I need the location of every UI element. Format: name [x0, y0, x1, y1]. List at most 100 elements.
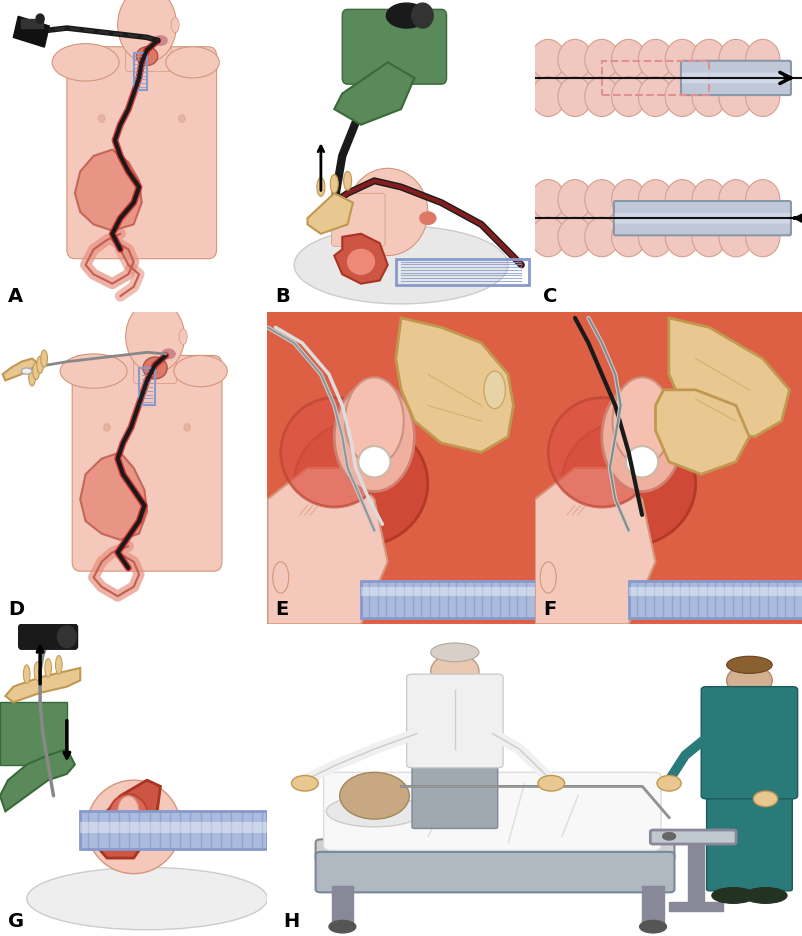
Circle shape: [745, 180, 779, 219]
Text: H: H: [283, 912, 299, 930]
Bar: [687, 836, 703, 905]
Ellipse shape: [294, 421, 427, 546]
Ellipse shape: [33, 362, 39, 380]
Ellipse shape: [419, 212, 435, 225]
Ellipse shape: [317, 178, 325, 197]
Circle shape: [528, 195, 568, 241]
Ellipse shape: [281, 398, 387, 507]
FancyBboxPatch shape: [406, 674, 502, 768]
Ellipse shape: [326, 796, 422, 826]
Ellipse shape: [55, 655, 62, 674]
Ellipse shape: [345, 377, 403, 465]
Ellipse shape: [87, 780, 180, 873]
Ellipse shape: [743, 887, 786, 903]
Ellipse shape: [386, 3, 426, 28]
Circle shape: [664, 217, 699, 256]
Circle shape: [718, 217, 752, 256]
Circle shape: [715, 195, 755, 241]
Circle shape: [745, 39, 779, 79]
Polygon shape: [307, 193, 353, 234]
Ellipse shape: [656, 776, 680, 791]
Polygon shape: [94, 780, 160, 858]
FancyBboxPatch shape: [315, 840, 674, 861]
Ellipse shape: [108, 794, 148, 841]
Ellipse shape: [726, 665, 772, 696]
Ellipse shape: [136, 47, 157, 66]
Ellipse shape: [60, 354, 127, 388]
Bar: [0, 702, 67, 765]
Circle shape: [411, 3, 432, 28]
Ellipse shape: [534, 507, 642, 617]
Circle shape: [611, 180, 645, 219]
Bar: [602, 61, 708, 95]
Text: G: G: [8, 912, 24, 930]
Circle shape: [530, 39, 565, 79]
Circle shape: [554, 195, 594, 241]
Ellipse shape: [118, 796, 139, 826]
Circle shape: [638, 217, 672, 256]
Circle shape: [742, 54, 782, 101]
Bar: [22, 19, 43, 28]
Circle shape: [662, 195, 702, 241]
Ellipse shape: [41, 350, 47, 367]
Ellipse shape: [612, 377, 670, 465]
Polygon shape: [534, 468, 654, 624]
Circle shape: [530, 180, 565, 219]
Ellipse shape: [37, 357, 43, 373]
FancyBboxPatch shape: [614, 201, 790, 235]
Circle shape: [611, 217, 645, 256]
Ellipse shape: [267, 507, 374, 617]
Polygon shape: [6, 668, 80, 702]
FancyBboxPatch shape: [72, 356, 221, 571]
Polygon shape: [0, 749, 75, 812]
Circle shape: [99, 115, 105, 123]
Circle shape: [611, 39, 645, 79]
Ellipse shape: [548, 398, 654, 507]
Ellipse shape: [330, 174, 338, 193]
Ellipse shape: [540, 562, 556, 593]
Ellipse shape: [726, 656, 772, 673]
Circle shape: [691, 217, 725, 256]
Text: D: D: [8, 600, 24, 619]
Circle shape: [528, 54, 568, 101]
Ellipse shape: [26, 868, 267, 929]
Bar: [642, 886, 663, 927]
FancyBboxPatch shape: [126, 37, 171, 72]
Ellipse shape: [343, 171, 351, 190]
Circle shape: [584, 39, 618, 79]
Polygon shape: [267, 468, 387, 624]
Ellipse shape: [273, 562, 289, 593]
Ellipse shape: [143, 357, 167, 379]
Ellipse shape: [34, 662, 41, 680]
Bar: [395, 258, 529, 285]
Ellipse shape: [179, 329, 187, 344]
FancyBboxPatch shape: [681, 73, 789, 83]
Circle shape: [688, 195, 728, 241]
Circle shape: [103, 424, 110, 431]
Ellipse shape: [45, 659, 51, 678]
Circle shape: [662, 832, 674, 840]
FancyBboxPatch shape: [134, 349, 176, 384]
Bar: [139, 368, 155, 405]
Ellipse shape: [752, 791, 776, 807]
Text: F: F: [542, 600, 556, 619]
Ellipse shape: [626, 446, 658, 477]
Circle shape: [718, 77, 752, 116]
Bar: [14, 16, 49, 47]
FancyBboxPatch shape: [700, 687, 796, 798]
Circle shape: [691, 180, 725, 219]
Ellipse shape: [639, 920, 666, 933]
Bar: [668, 901, 722, 911]
Circle shape: [664, 39, 699, 79]
Circle shape: [715, 54, 755, 101]
Text: C: C: [542, 287, 557, 306]
FancyBboxPatch shape: [680, 61, 790, 95]
Text: A: A: [8, 287, 23, 306]
Circle shape: [691, 77, 725, 116]
Circle shape: [664, 180, 699, 219]
Text: B: B: [275, 287, 290, 306]
Polygon shape: [2, 358, 40, 380]
Circle shape: [584, 77, 618, 116]
Ellipse shape: [161, 349, 175, 358]
Circle shape: [634, 195, 674, 241]
